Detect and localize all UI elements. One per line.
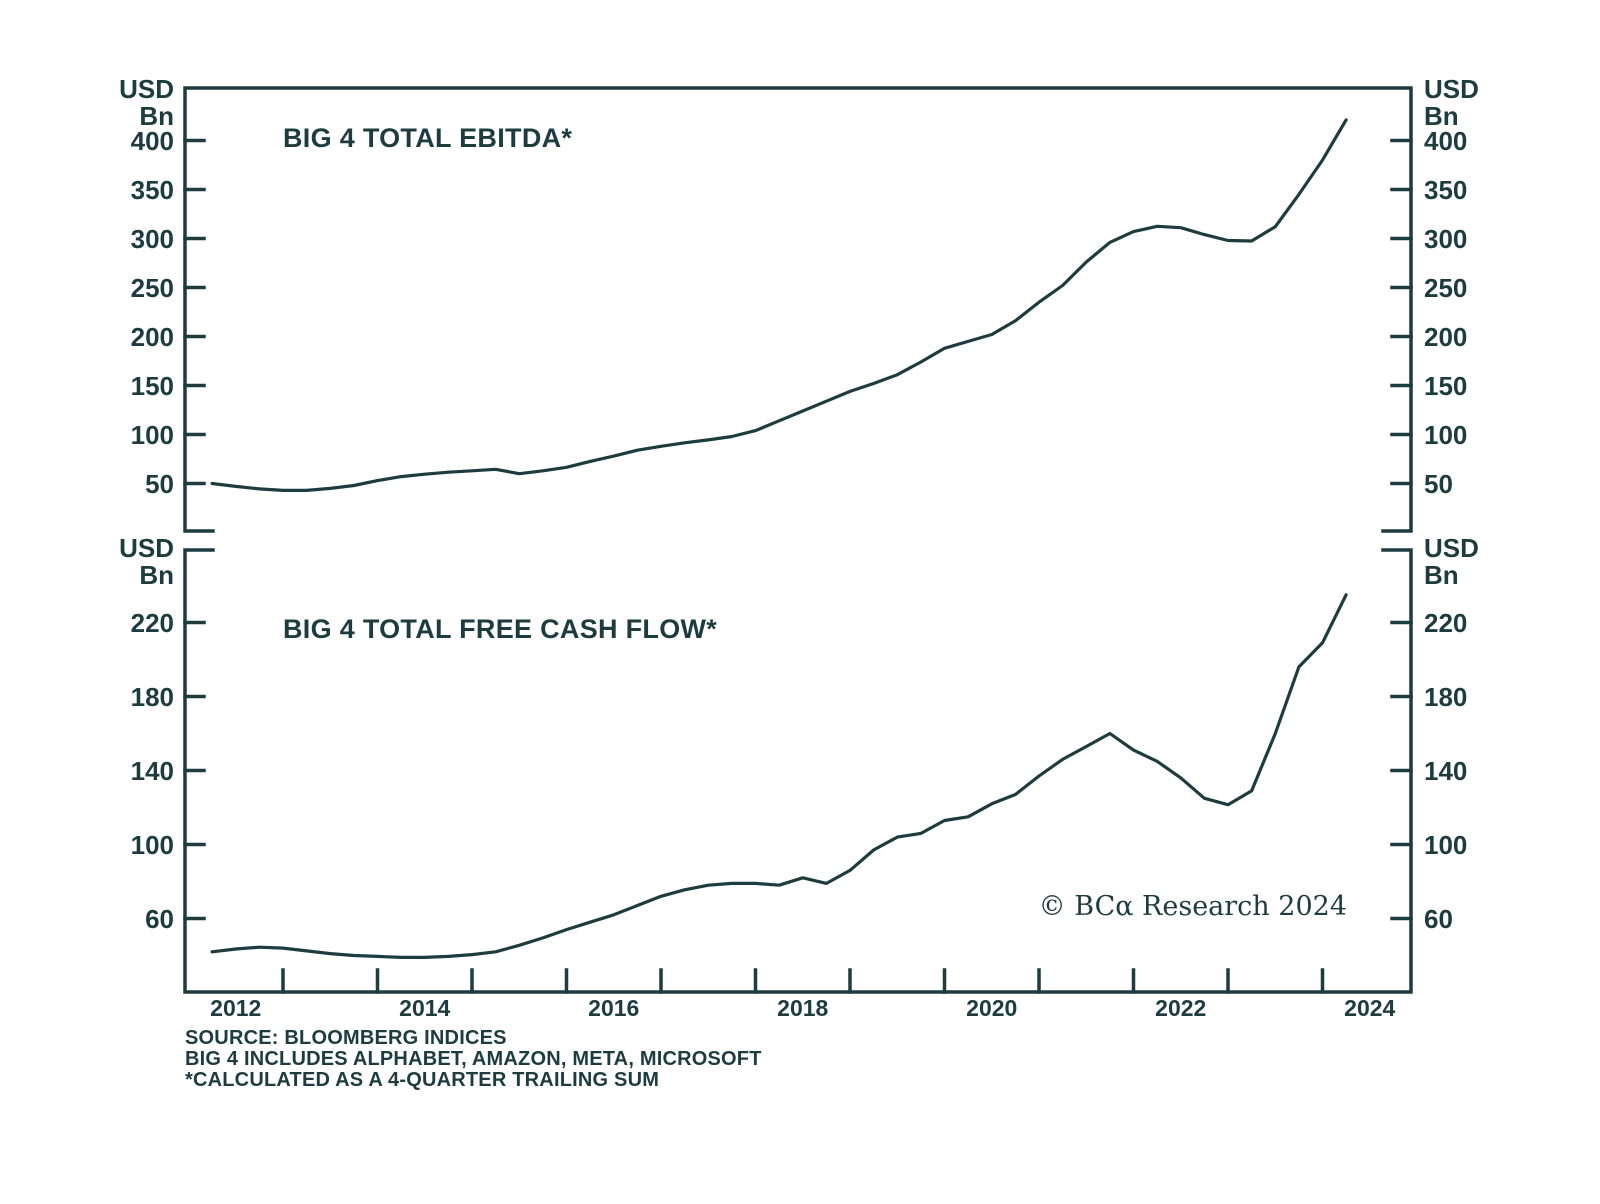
x-year-label: 2020 (966, 995, 1018, 1021)
chart-title-free-cash-flow: BIG 4 TOTAL FREE CASH FLOW* (283, 614, 718, 644)
x-year-label: 2012 (210, 995, 262, 1021)
y-axis-unit-label: USD Bn (1424, 74, 1479, 131)
footer-notes: SOURCE: BLOOMBERG INDICES BIG 4 INCLUDES… (185, 1028, 762, 1091)
chart-title-ebitda: BIG 4 TOTAL EBITDA* (283, 123, 573, 153)
x-year-label: 2024 (1344, 995, 1396, 1021)
y-tick-label: 50 (1424, 468, 1453, 499)
x-year-label: 2016 (588, 995, 640, 1021)
y-axis-unit-label: USD Bn (119, 74, 174, 131)
y-tick-label: 400 (1424, 125, 1468, 156)
y-tick-label: 300 (1424, 223, 1468, 254)
ebitda-series-line (210, 118, 1348, 492)
y-ticks-top-chart (183, 138, 1413, 486)
y-axis-unit-label: USD Bn (1424, 533, 1479, 590)
y-tick-label: 220 (130, 607, 174, 638)
y-tick-label: 140 (130, 755, 174, 786)
y-tick-label: 60 (145, 903, 174, 934)
y-tick-label: 100 (1424, 829, 1468, 860)
y-tick-label: 200 (130, 321, 174, 352)
y-tick-label: 180 (1424, 681, 1468, 712)
y-tick-label: 200 (1424, 321, 1468, 352)
source-note: SOURCE: BLOOMBERG INDICES (185, 1027, 507, 1049)
y-tick-label: 250 (130, 272, 174, 303)
big4-definition-note: BIG 4 INCLUDES ALPHABET, AMAZON, META, M… (185, 1048, 762, 1070)
x-year-label: 2022 (1155, 995, 1207, 1021)
y-tick-label: 100 (1424, 419, 1468, 450)
y-tick-label: 350 (1424, 174, 1468, 205)
y-tick-label: 220 (1424, 607, 1468, 638)
y-tick-label: 100 (130, 419, 174, 450)
x-year-label: 2018 (777, 995, 829, 1021)
y-tick-label: 50 (145, 468, 174, 499)
x-year-label: 2014 (399, 995, 451, 1021)
y-ticks-bottom-chart (183, 620, 1413, 921)
y-tick-label: 60 (1424, 903, 1453, 934)
top-chart-frame (183, 86, 1413, 533)
y-axis-unit-label: USD Bn (119, 533, 174, 590)
y-tick-label: 150 (130, 370, 174, 401)
x-axis-year-ticks (281, 968, 1325, 994)
calculation-note: *CALCULATED AS A 4-QUARTER TRAILING SUM (185, 1069, 660, 1091)
y-tick-label: 250 (1424, 272, 1468, 303)
y-tick-label: 150 (1424, 370, 1468, 401)
y-tick-label: 350 (130, 174, 174, 205)
free-cash-flow-series-line (210, 593, 1348, 960)
bca-research-watermark: © BCα Research 2024 (1038, 891, 1347, 922)
y-tick-label: 180 (130, 681, 174, 712)
y-tick-label: 100 (130, 829, 174, 860)
y-tick-label: 140 (1424, 755, 1468, 786)
y-tick-label: 400 (130, 125, 174, 156)
y-tick-label: 300 (130, 223, 174, 254)
